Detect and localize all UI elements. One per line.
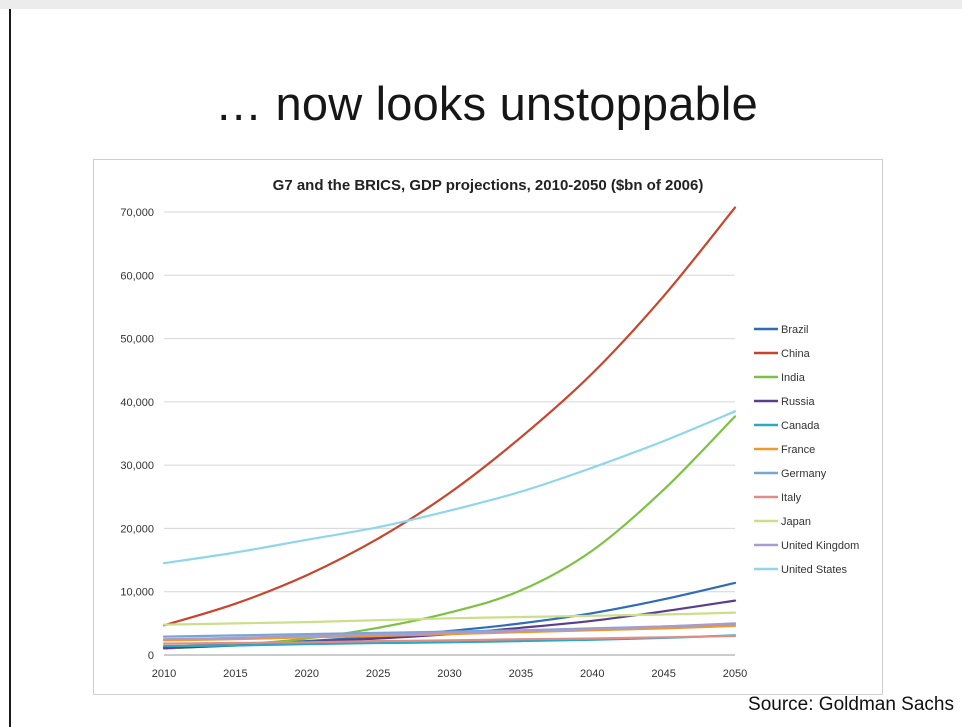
series-line-china	[162, 206, 737, 627]
top-band	[0, 0, 962, 9]
slide-title: … now looks unstoppable	[215, 77, 758, 130]
y-tick-label: 10,000	[120, 587, 154, 599]
y-tick-label: 30,000	[120, 460, 154, 472]
legend-label-india: India	[781, 372, 806, 384]
x-tick-label: 2030	[437, 668, 461, 680]
legend-label-brazil: Brazil	[781, 324, 809, 336]
x-tick-label: 2010	[152, 668, 176, 680]
legend-label-germany: Germany	[781, 468, 827, 480]
legend-label-canada: Canada	[781, 420, 820, 432]
y-tick-label: 40,000	[120, 397, 154, 409]
x-tick-label: 2020	[295, 668, 319, 680]
y-tick-label: 70,000	[120, 207, 154, 219]
gdp-line-chart: 0 10,000 20,000 30,000 40,000 50,000 60,000 70,…	[120, 206, 859, 680]
legend-label-united-kingdom: United Kingdom	[781, 540, 859, 552]
chart-frame: G7 and the BRICS, GDP projections, 2010-…	[93, 159, 883, 695]
series-line-france	[162, 624, 737, 642]
legend-label-united-states: United States	[781, 564, 848, 576]
legend-label-china: China	[781, 348, 811, 360]
series-line-united-kingdom	[162, 622, 737, 641]
legend-label-france: France	[781, 444, 815, 456]
source-credit: Source: Goldman Sachs	[748, 694, 954, 715]
y-tick-label: 60,000	[120, 270, 154, 282]
x-tick-label: 2015	[223, 668, 247, 680]
y-tick-label: 0	[148, 650, 154, 662]
x-tick-label: 2045	[651, 668, 675, 680]
legend-label-japan: Japan	[781, 516, 811, 528]
x-tick-label: 2035	[509, 668, 533, 680]
x-tick-label: 2040	[580, 668, 604, 680]
series-line-japan	[162, 611, 737, 626]
x-tick-label: 2025	[366, 668, 390, 680]
chart-title: G7 and the BRICS, GDP projections, 2010-…	[272, 177, 704, 194]
y-tick-label: 50,000	[120, 334, 154, 346]
x-tick-label: 2050	[723, 668, 747, 680]
series-line-italy	[162, 634, 737, 645]
series-line-united-states	[162, 410, 737, 565]
legend-label-russia: Russia	[781, 396, 816, 408]
legend-label-italy: Italy	[781, 492, 802, 504]
left-border-line	[9, 9, 11, 727]
y-tick-label: 20,000	[120, 523, 154, 535]
